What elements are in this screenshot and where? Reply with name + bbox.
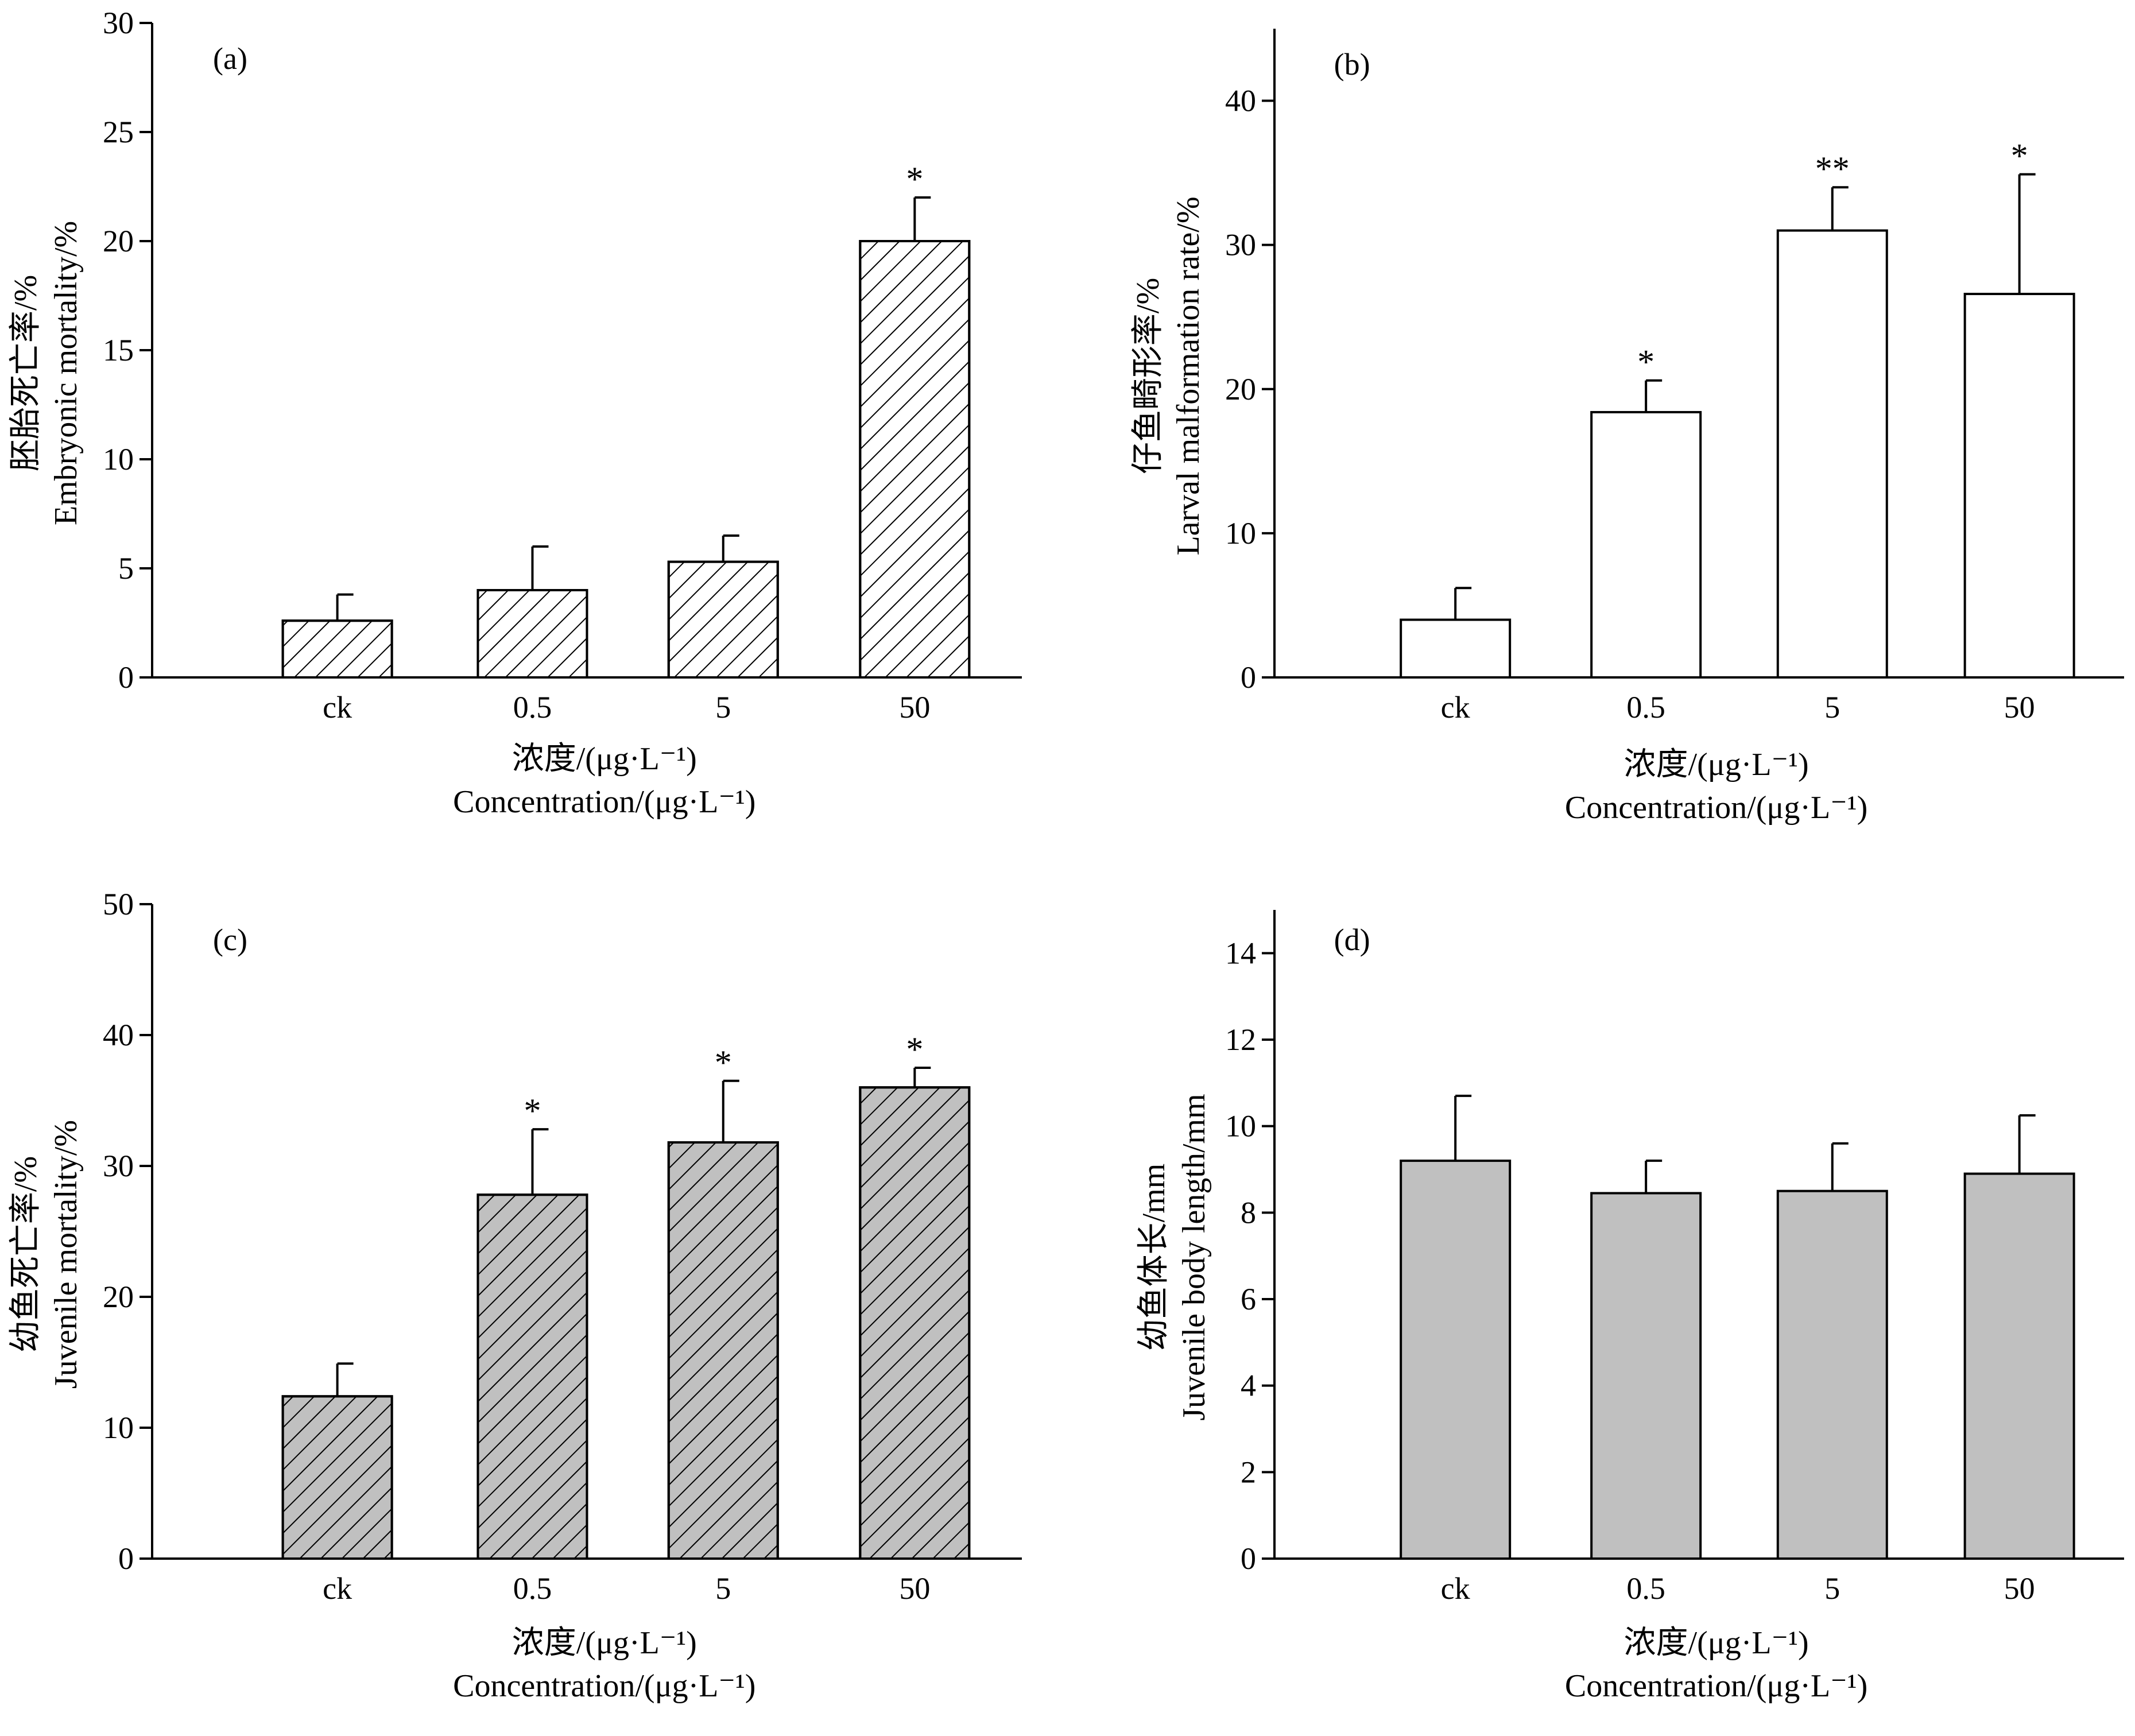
y-tick-label: 20: [1225, 372, 1256, 406]
significance-marker: *: [906, 1030, 923, 1068]
y-tick-label: 0: [1241, 660, 1256, 695]
x-axis-title-zh: 浓度/(μg·L⁻¹): [1624, 747, 1809, 782]
y-tick-label: 10: [103, 442, 134, 476]
bar-hatch: [281, 1395, 393, 1560]
y-tick-label: 30: [103, 1149, 134, 1183]
bar: [1776, 1189, 1888, 1560]
y-tick-label: 25: [103, 115, 134, 149]
y-tick-label: 4: [1241, 1369, 1256, 1403]
y-tick-label: 8: [1241, 1195, 1256, 1230]
x-tick-label: 5: [715, 690, 731, 724]
bar-hatch: [859, 1086, 971, 1560]
bar: [1963, 1172, 2075, 1560]
y-tick-label: 50: [103, 887, 134, 921]
y-tick-label: 0: [1241, 1541, 1256, 1576]
y-axis-title-en: Juvenile body length/mm: [1176, 1094, 1212, 1420]
y-tick-label: 15: [103, 333, 134, 367]
y-tick-label: 14: [1225, 936, 1256, 970]
x-tick-label: 5: [715, 1571, 731, 1606]
y-tick-label: 10: [103, 1410, 134, 1445]
bar-hatch: [667, 1141, 779, 1560]
significance-marker: *: [1637, 343, 1654, 381]
panel-c: 0 10 20 30 40 50 ck * 0.5 * 5 * 50 (c) 浓度/(μg·L⁻¹) Conc…: [8, 887, 1022, 1704]
y-axis-title-en: Larval malformation rate/%: [1171, 196, 1206, 555]
x-tick-label: 50: [899, 1571, 930, 1606]
x-tick-label: ck: [323, 690, 352, 724]
y-axis-title-zh: 幼鱼体长/mm: [1136, 1164, 1172, 1351]
x-axis-title-en: Concentration/(μg·L⁻¹): [1565, 1668, 1867, 1704]
panel-label: (a): [213, 41, 247, 76]
y-tick-label: 0: [118, 660, 134, 695]
panel-label: (c): [213, 923, 247, 957]
panel-b: 0 10 20 30 40 ck * 0.5 ** 5 * 50 (b) 浓度/(μg·L⁻¹) Conce…: [1130, 29, 2124, 826]
x-tick-label: 50: [2004, 1571, 2035, 1606]
x-axis-title-en: Concentration/(μg·L⁻¹): [453, 784, 755, 820]
panel-label: (d): [1334, 923, 1370, 957]
x-tick-label: 0.5: [1626, 690, 1665, 724]
y-axis-title-en: Embryonic mortality/%: [48, 221, 84, 525]
x-tick-label: 0.5: [513, 690, 552, 724]
bar: [1776, 229, 1888, 679]
x-axis-title-en: Concentration/(μg·L⁻¹): [1565, 790, 1867, 826]
x-tick-label: 50: [2004, 690, 2035, 724]
panel-a: 0 5 10 15 20 25 30 ck 0.5 5 * 50 (a) 浓度/(μg·L⁻¹) Conce…: [8, 6, 1022, 820]
y-axis-title-en: Juvenile mortality/%: [48, 1120, 84, 1389]
bar-hatch: [281, 619, 393, 679]
bar: [1590, 1192, 1702, 1560]
x-tick-label: 0.5: [1626, 1571, 1665, 1606]
y-tick-label: 20: [103, 224, 134, 258]
y-tick-label: 5: [118, 551, 134, 586]
bar-hatch: [476, 1194, 588, 1560]
y-tick-label: 30: [1225, 228, 1256, 262]
y-axis-title-zh: 胚胎死亡率/%: [8, 275, 44, 471]
y-tick-label: 20: [103, 1280, 134, 1314]
bar: [1963, 293, 2075, 679]
x-axis-title-zh: 浓度/(μg·L⁻¹): [512, 741, 697, 777]
panel-label: (b): [1334, 47, 1370, 82]
significance-marker: *: [524, 1092, 541, 1130]
significance-marker: *: [906, 160, 923, 198]
x-tick-label: ck: [323, 1571, 352, 1606]
y-axis-title-zh: 仔鱼畸形率/%: [1130, 278, 1166, 474]
significance-marker: **: [1815, 150, 1850, 188]
y-tick-label: 40: [1225, 84, 1256, 118]
y-axis-title-zh: 幼鱼死亡率/%: [8, 1156, 44, 1353]
y-tick-label: 10: [1225, 1109, 1256, 1144]
x-tick-label: 50: [899, 690, 930, 724]
bar-hatch: [476, 589, 588, 679]
bar-hatch: [667, 560, 779, 679]
y-tick-label: 30: [103, 6, 134, 40]
x-axis-title-en: Concentration/(μg·L⁻¹): [453, 1668, 755, 1704]
significance-marker: *: [2011, 137, 2028, 175]
x-tick-label: 5: [1824, 1571, 1840, 1606]
x-tick-label: 0.5: [513, 1571, 552, 1606]
bar: [1400, 618, 1512, 679]
x-axis-title-zh: 浓度/(μg·L⁻¹): [512, 1625, 697, 1661]
panel-d: 0 2 4 6 8 10 12 14 ck 0.5 5 50 (d) 浓度/(μg·L⁻¹) Concent…: [1136, 910, 2124, 1704]
x-tick-label: ck: [1441, 1571, 1470, 1606]
y-tick-label: 6: [1241, 1282, 1256, 1316]
y-tick-label: 2: [1241, 1455, 1256, 1489]
x-tick-label: ck: [1441, 690, 1470, 724]
y-tick-label: 40: [103, 1018, 134, 1052]
bar: [1590, 410, 1702, 679]
y-tick-label: 10: [1225, 516, 1256, 551]
y-tick-label: 0: [118, 1541, 134, 1576]
x-tick-label: 5: [1824, 690, 1840, 724]
y-tick-label: 12: [1225, 1022, 1256, 1057]
significance-marker: *: [715, 1044, 732, 1082]
bar: [1400, 1159, 1512, 1560]
bar-hatch: [859, 240, 971, 679]
x-axis-title-zh: 浓度/(μg·L⁻¹): [1624, 1625, 1809, 1661]
